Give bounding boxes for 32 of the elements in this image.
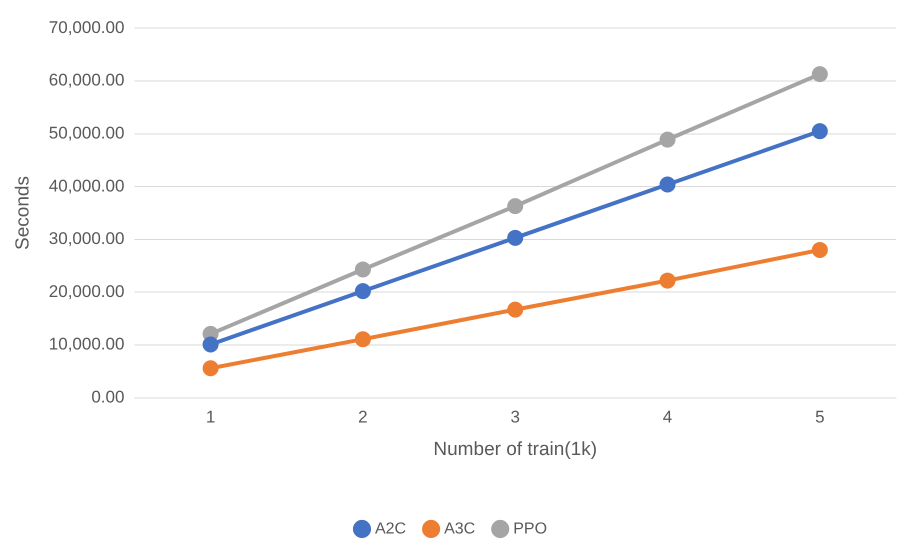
point: [202, 360, 219, 376]
point: [354, 283, 371, 300]
y-tick-label: 70,000.00: [48, 18, 124, 37]
y-tick-label: 10,000.00: [48, 334, 124, 354]
legend-label: PPO: [513, 520, 548, 538]
point: [507, 302, 524, 318]
point: [354, 261, 371, 278]
y-tick-label: 30,000.00: [48, 229, 124, 248]
point: [812, 66, 828, 82]
point: [660, 176, 676, 192]
point: [202, 336, 219, 352]
point: [660, 272, 676, 289]
point: [660, 132, 676, 148]
point: [507, 230, 524, 246]
y-tick-label: 50,000.00: [48, 123, 124, 142]
y-tick-label: 0.00: [91, 387, 124, 406]
y-axis-title: Seconds: [12, 176, 34, 250]
x-tick-label: 4: [662, 408, 672, 427]
y-tick-label: 40,000.00: [48, 176, 124, 196]
legend-label: A2C: [374, 520, 406, 538]
x-tick-label: 5: [815, 408, 825, 427]
x-tick-label: 1: [206, 408, 216, 427]
y-tick-label: 20,000.00: [48, 282, 124, 301]
legend-label: A3C: [444, 520, 476, 538]
point: [812, 242, 828, 258]
x-tick-label: 3: [510, 408, 520, 427]
x-axis-title: Number of train(1k): [433, 438, 598, 460]
point: [507, 198, 524, 214]
y-tick-label: 60,000.00: [48, 70, 124, 90]
x-tick-label: 2: [358, 408, 368, 427]
point: [354, 331, 371, 348]
point: [812, 123, 828, 140]
